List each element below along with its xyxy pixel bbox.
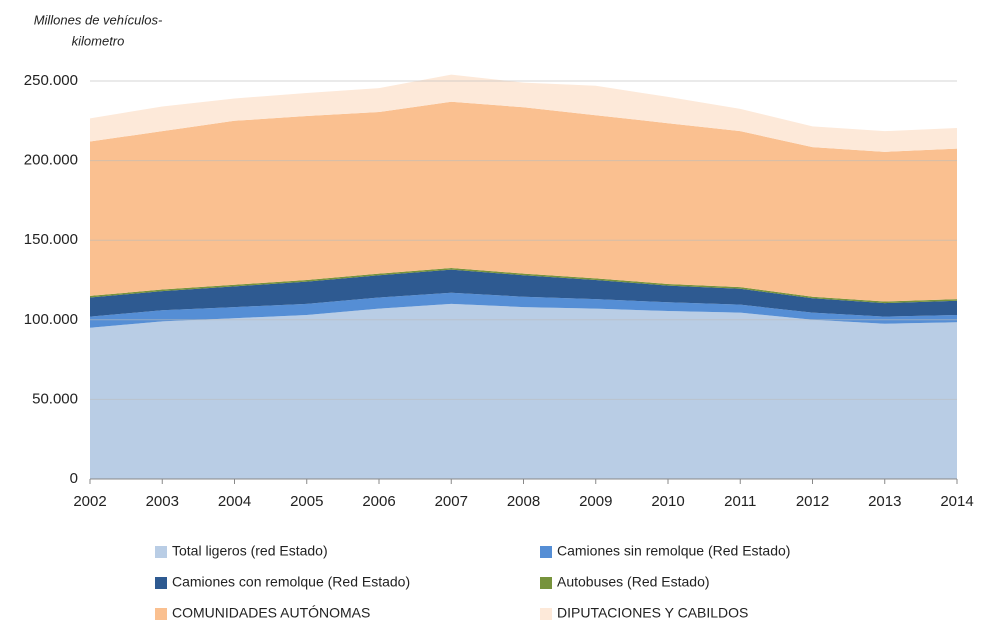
y-tick-label: 200.000 (24, 152, 78, 169)
area (90, 303, 957, 479)
legend-swatch (155, 577, 167, 589)
x-tick-label: 2003 (146, 493, 179, 510)
legend-label: Autobuses (Red Estado) (557, 574, 710, 590)
y-tick-label: 50.000 (32, 390, 78, 407)
legend-swatch (540, 546, 552, 558)
x-tick-label: 2014 (940, 493, 973, 510)
y-axis-label: kilometro (72, 33, 125, 48)
legend-label: DIPUTACIONES Y CABILDOS (557, 605, 748, 621)
x-tick-label: 2011 (724, 493, 756, 510)
x-tick-label: 2004 (218, 493, 251, 510)
x-tick-label: 2007 (435, 493, 468, 510)
x-tick-label: 2006 (362, 493, 395, 510)
legend-swatch (540, 577, 552, 589)
legend-swatch (155, 608, 167, 620)
area (90, 292, 957, 328)
y-tick-label: 150.000 (24, 231, 78, 248)
legend-label: Camiones con remolque (Red Estado) (172, 574, 410, 590)
y-tick-label: 0 (70, 470, 78, 487)
x-tick-label: 2009 (579, 493, 612, 510)
y-axis-label: Millones de vehículos- (34, 12, 163, 27)
x-tick-label: 2012 (796, 493, 829, 510)
area (90, 269, 957, 317)
legend-label: Total ligeros (red Estado) (172, 543, 328, 559)
x-tick-label: 2013 (868, 493, 901, 510)
area (90, 268, 957, 304)
area (90, 101, 957, 302)
legend-swatch (155, 546, 167, 558)
x-tick-label: 2010 (651, 493, 684, 510)
legend-label: Camiones sin remolque (Red Estado) (557, 543, 790, 559)
legend-label: COMUNIDADES AUTÓNOMAS (172, 605, 370, 621)
x-tick-label: 2005 (290, 493, 323, 510)
y-tick-label: 250.000 (24, 72, 78, 89)
area (90, 74, 957, 152)
x-tick-label: 2008 (507, 493, 540, 510)
y-tick-label: 100.000 (24, 311, 78, 328)
legend-swatch (540, 608, 552, 620)
x-tick-label: 2002 (73, 493, 106, 510)
